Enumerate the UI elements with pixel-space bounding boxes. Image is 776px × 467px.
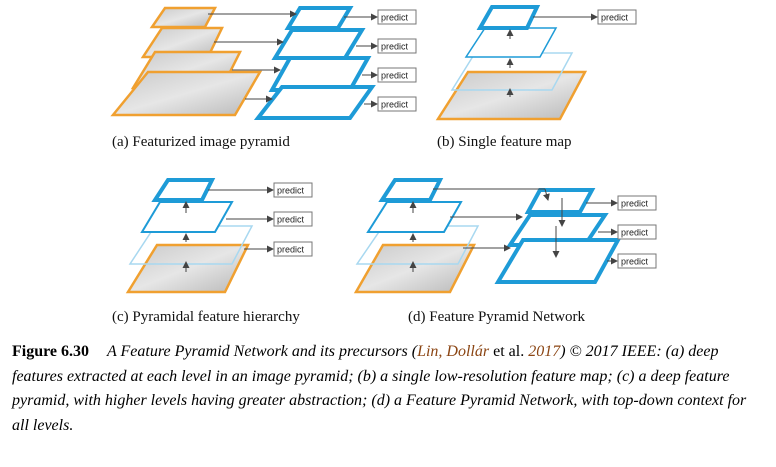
predict-box [273,211,313,227]
predict-box [617,195,657,211]
figure-caption: Figure 6.30 A Feature Pyramid Network and… [12,340,764,438]
caption-text-2: ) © 2017 IEEE: (a) deep features extract… [12,343,747,434]
input-image [435,70,588,121]
feature-map-1 [284,6,354,30]
top-down-level-1 [524,188,596,214]
feature-level-2 [464,27,558,58]
feature-level-1 [476,5,541,30]
bottom-up-level-2 [366,201,463,233]
panel-a-caption: (a) Featurized image pyramid [112,134,290,150]
predict-box [377,96,417,112]
panel-b-single-feature-map: predict (b) Single feature map [435,5,637,150]
figure-diagram: predict predict predict predict (a) Feat… [110,5,657,325]
predict-label: predict [277,245,305,255]
predict-label: predict [381,71,409,81]
panel-d-caption: (d) Feature Pyramid Network [408,309,586,325]
input-image [125,243,251,294]
predict-box [377,67,417,83]
image-level-1 [149,6,218,29]
input-image [353,243,477,294]
predict-box [377,38,417,54]
predict-box [377,9,417,25]
citation-et-al: et al. [489,343,529,360]
predict-box [273,241,313,257]
image-level-4 [110,70,263,117]
caption-text-1: A Feature Pyramid Network and its precur… [107,343,418,360]
feature-map-4 [253,85,376,120]
panel-d-feature-pyramid-network: predict predict predict (d) Feature Pyra… [353,178,657,325]
predict-label: predict [601,13,629,23]
feature-map-2 [271,28,366,60]
feature-level-2 [140,201,234,233]
feature-level-1 [151,178,216,202]
predict-box [617,224,657,240]
panel-a-image-pyramid: predict predict predict predict (a) Feat… [110,6,417,150]
predict-box [597,9,637,25]
predict-box [617,253,657,269]
predict-label: predict [381,42,409,52]
predict-label: predict [621,199,649,209]
feature-level-3 [128,225,254,265]
predict-label: predict [277,215,305,225]
citation-year[interactable]: 2017 [528,343,561,360]
predict-label: predict [381,100,409,110]
predict-label: predict [621,257,649,267]
bottom-up-level-1 [378,178,444,202]
predict-box [273,182,313,198]
citation-authors[interactable]: Lin, Dollár [417,343,490,360]
predict-label: predict [621,228,649,238]
top-down-level-3 [494,238,622,284]
panel-c-pyramidal-feature-hierarchy: predict predict predict (c) Pyramidal fe… [112,178,313,325]
figure-number: Figure 6.30 [12,343,90,360]
panel-c-caption: (c) Pyramidal feature hierarchy [112,309,300,325]
panel-b-caption: (b) Single feature map [437,134,572,150]
predict-label: predict [277,186,305,196]
predict-label: predict [381,13,409,23]
